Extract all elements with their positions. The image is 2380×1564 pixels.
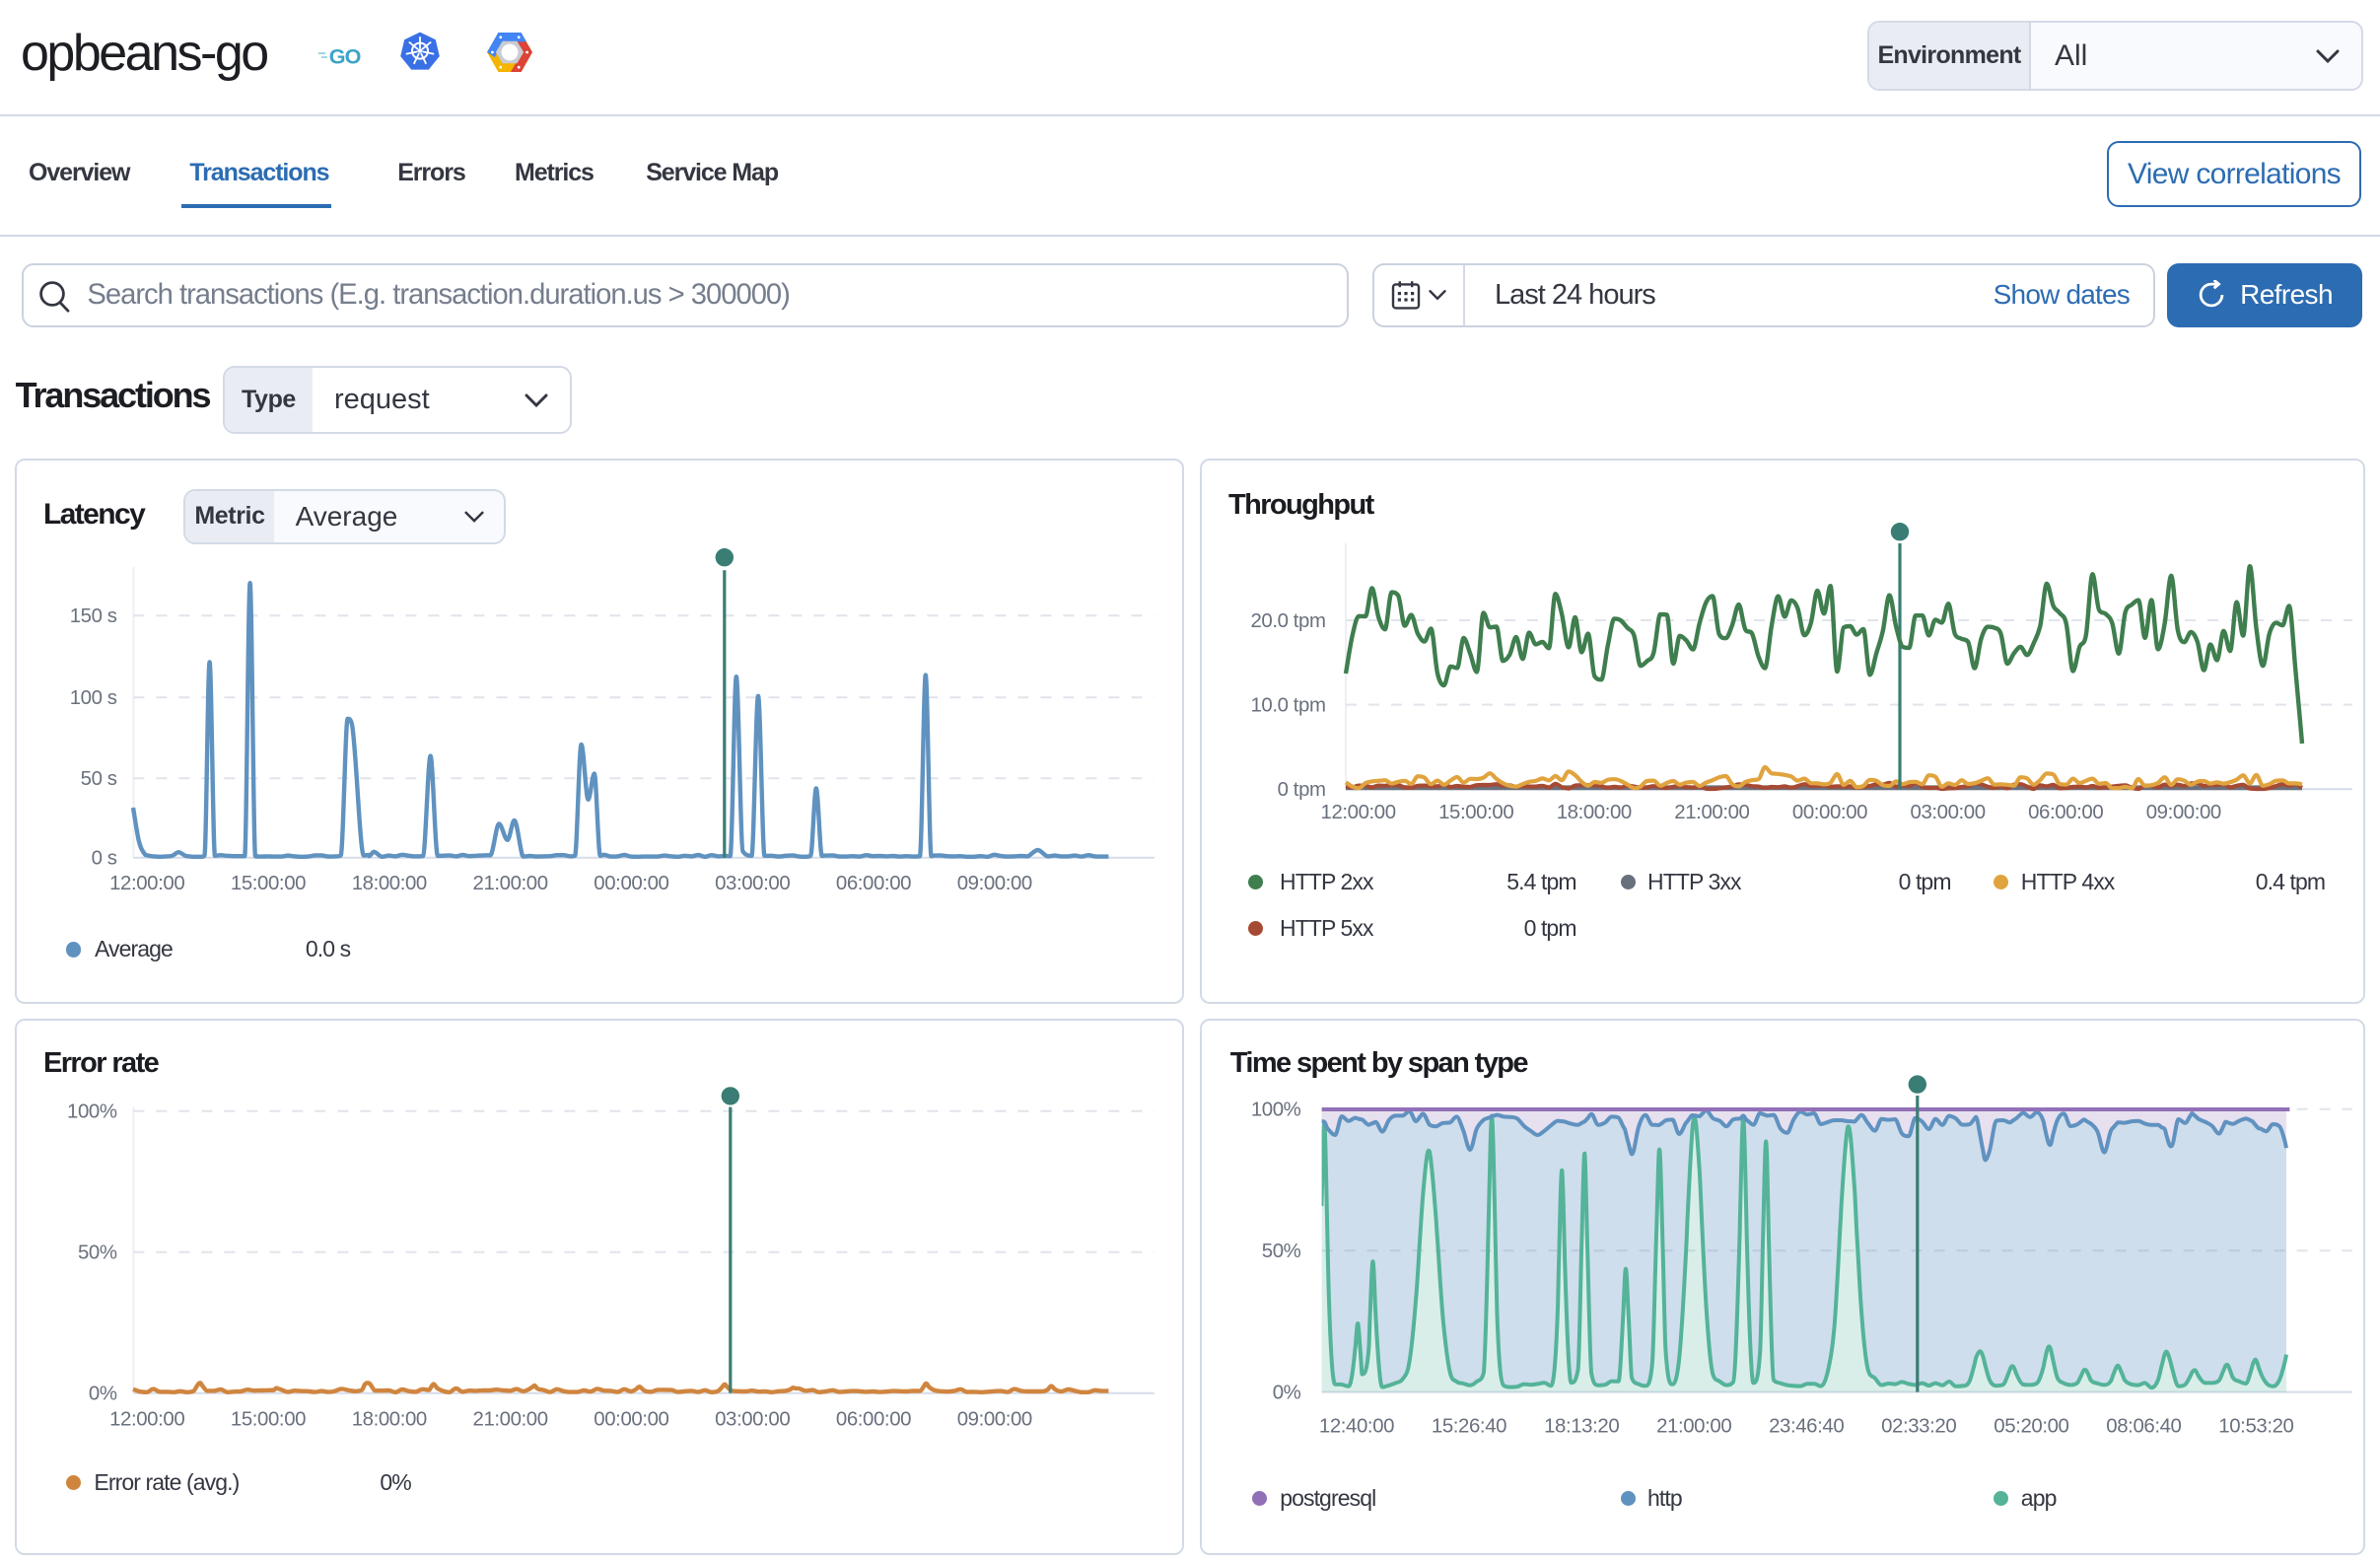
svg-text:06:00:00: 06:00:00 [836,873,911,894]
svg-text:18:00:00: 18:00:00 [352,1409,427,1431]
svg-text:GO: GO [329,44,361,68]
svg-text:10.0 tpm: 10.0 tpm [1250,694,1325,716]
svg-text:00:00:00: 00:00:00 [1792,802,1867,823]
svg-text:10:53:20: 10:53:20 [2218,1416,2293,1438]
svg-text:03:00:00: 03:00:00 [715,873,790,894]
svg-text:09:00:00: 09:00:00 [2146,802,2221,823]
svg-text:21:00:00: 21:00:00 [473,1409,548,1431]
svg-text:20.0 tpm: 20.0 tpm [1250,610,1325,632]
svg-text:100%: 100% [67,1102,117,1123]
svg-text:100 s: 100 s [70,687,117,709]
svg-text:100%: 100% [1251,1100,1301,1121]
svg-text:21:00:00: 21:00:00 [1674,802,1749,823]
svg-text:50 s: 50 s [81,768,117,790]
svg-text:09:00:00: 09:00:00 [957,873,1032,894]
svg-text:03:00:00: 03:00:00 [1911,802,1986,823]
svg-text:03:00:00: 03:00:00 [715,1409,790,1431]
svg-text:15:00:00: 15:00:00 [231,1409,306,1431]
svg-text:02:33:20: 02:33:20 [1881,1416,1956,1438]
svg-text:0%: 0% [1273,1383,1301,1404]
svg-text:12:00:00: 12:00:00 [1321,802,1396,823]
svg-text:0 s: 0 s [92,847,117,869]
svg-text:50%: 50% [1262,1241,1301,1262]
svg-text:12:40:00: 12:40:00 [1319,1416,1394,1438]
svg-text:23:46:40: 23:46:40 [1769,1416,1844,1438]
svg-text:08:06:40: 08:06:40 [2106,1416,2181,1438]
svg-text:15:26:40: 15:26:40 [1432,1416,1506,1438]
svg-text:12:00:00: 12:00:00 [109,1409,184,1431]
svg-text:21:00:00: 21:00:00 [1656,1416,1731,1438]
svg-text:05:20:00: 05:20:00 [1994,1416,2068,1438]
svg-text:09:00:00: 09:00:00 [957,1409,1032,1431]
svg-text:21:00:00: 21:00:00 [473,873,548,894]
svg-text:150 s: 150 s [70,605,117,627]
svg-text:06:00:00: 06:00:00 [836,1409,911,1431]
svg-text:18:00:00: 18:00:00 [1557,802,1632,823]
svg-text:15:00:00: 15:00:00 [1438,802,1513,823]
svg-text:00:00:00: 00:00:00 [594,1409,668,1431]
svg-text:06:00:00: 06:00:00 [2028,802,2103,823]
svg-text:00:00:00: 00:00:00 [594,873,668,894]
svg-text:12:00:00: 12:00:00 [109,873,184,894]
svg-text:0 tpm: 0 tpm [1278,779,1326,801]
svg-text:50%: 50% [78,1243,117,1264]
svg-text:15:00:00: 15:00:00 [231,873,306,894]
svg-text:0%: 0% [89,1384,117,1405]
svg-text:18:13:20: 18:13:20 [1544,1416,1619,1438]
svg-text:18:00:00: 18:00:00 [352,873,427,894]
